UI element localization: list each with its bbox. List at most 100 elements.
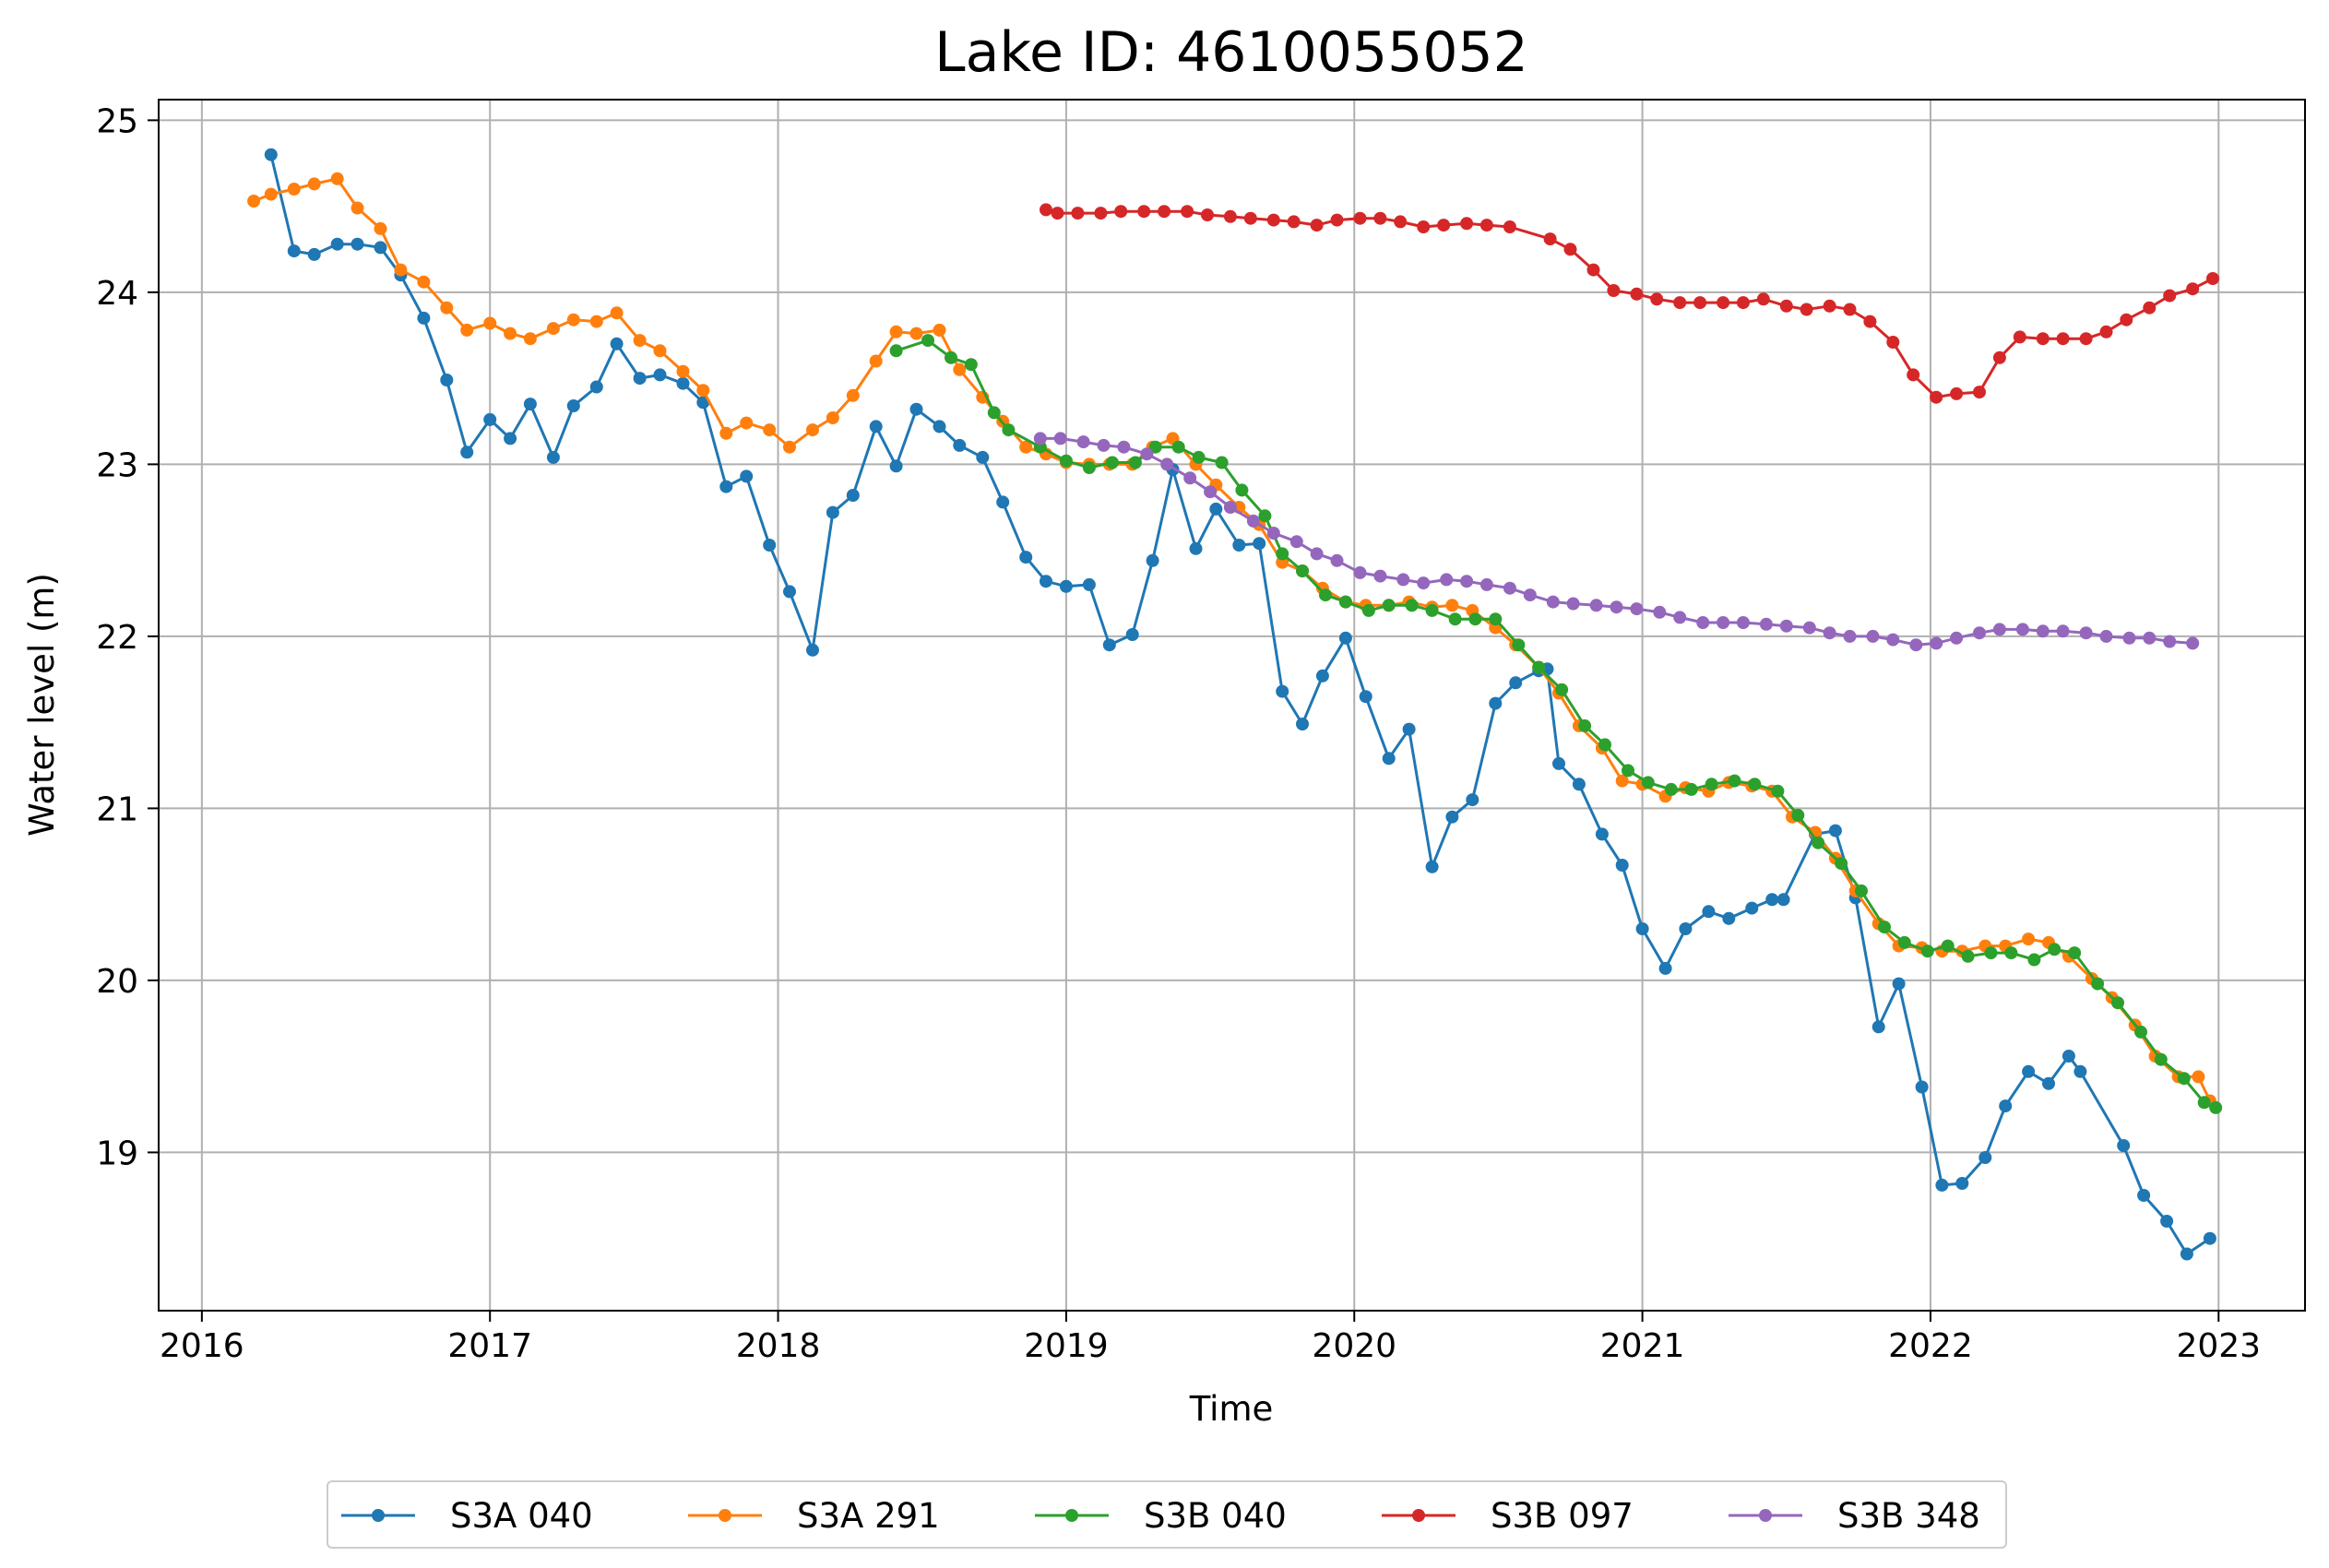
data-point: [1468, 612, 1482, 626]
data-point: [1586, 263, 1600, 277]
legend-marker: [719, 1509, 731, 1522]
data-point: [1076, 435, 1090, 449]
data-point: [1800, 303, 1813, 316]
data-point: [440, 374, 454, 386]
data-point: [1630, 287, 1644, 301]
grid-lines: [159, 100, 2305, 1311]
data-point: [1973, 626, 1986, 640]
data-point: [1543, 232, 1557, 246]
data-point: [1503, 581, 1516, 595]
x-tick-label: 2016: [160, 1327, 244, 1365]
data-point: [1310, 547, 1324, 561]
data-point: [1117, 440, 1131, 454]
data-point: [483, 316, 497, 330]
data-point: [1137, 205, 1151, 219]
data-point: [1394, 215, 1408, 229]
data-point: [483, 412, 497, 426]
chart-title: Lake ID: 4610055052: [934, 20, 1528, 85]
data-point: [1745, 901, 1759, 915]
data-point: [846, 388, 860, 402]
data-point: [264, 187, 278, 201]
data-point: [1417, 220, 1431, 233]
data-point: [1658, 961, 1672, 975]
data-point: [889, 344, 903, 358]
data-point: [1051, 207, 1064, 220]
data-point: [566, 313, 580, 327]
legend: S3A 040 S3A 291 S3B 040 S3B 097 S3B 348: [327, 1480, 2007, 1549]
data-point: [374, 241, 387, 255]
data-point: [1489, 696, 1503, 710]
data-point: [1555, 683, 1569, 696]
data-point: [1607, 284, 1621, 297]
data-point: [610, 337, 624, 350]
data-point: [440, 301, 454, 315]
data-point: [1843, 303, 1857, 316]
data-point: [1276, 684, 1289, 698]
data-point: [504, 432, 517, 445]
data-point: [2143, 301, 2157, 315]
series-s3b-040: [889, 334, 2223, 1114]
data-point: [1941, 939, 1955, 953]
data-point: [1373, 569, 1387, 583]
data-point: [1622, 764, 1634, 778]
data-point: [546, 450, 560, 464]
series-layer: [247, 148, 2223, 1261]
data-point: [1563, 243, 1577, 256]
data-point: [2015, 623, 2029, 636]
data-point: [1823, 299, 1836, 313]
data-point: [2004, 946, 2018, 960]
data-point: [2027, 953, 2041, 967]
data-point: [2099, 325, 2113, 339]
data-point: [1204, 485, 1218, 499]
data-point: [1756, 292, 1770, 306]
data-point: [1059, 454, 1073, 468]
data-point: [1201, 208, 1214, 221]
data-point: [1310, 219, 1324, 232]
data-point: [696, 384, 710, 398]
data-point: [1589, 599, 1603, 612]
data-point: [783, 440, 796, 454]
data-point: [1448, 612, 1462, 626]
data-point: [1373, 211, 1387, 225]
data-point: [2203, 1231, 2216, 1245]
data-point: [2111, 996, 2124, 1010]
data-point: [1296, 564, 1309, 577]
data-point: [1071, 207, 1085, 220]
data-point: [1930, 390, 1943, 404]
data-point: [287, 183, 301, 196]
data-point: [1595, 827, 1609, 841]
data-point: [1125, 628, 1139, 641]
data-point: [1673, 611, 1687, 624]
legend-item-s3b-097: S3B 097: [1382, 1496, 1634, 1536]
data-point: [1425, 860, 1439, 873]
data-point: [1338, 595, 1352, 609]
data-point: [1722, 911, 1736, 925]
data-point: [1503, 220, 1516, 233]
legend-marker: [1412, 1509, 1425, 1522]
data-point: [1736, 616, 1750, 629]
data-point: [1479, 577, 1493, 591]
data-point: [1892, 977, 1906, 991]
y-tick-label: 19: [96, 1134, 138, 1172]
legend-box: [327, 1480, 2007, 1549]
y-tick-label: 22: [96, 619, 138, 657]
data-point: [921, 334, 934, 348]
data-point: [504, 327, 517, 340]
data-point: [1232, 539, 1246, 552]
data-point: [2186, 636, 2200, 650]
data-point: [1736, 296, 1750, 310]
data-point: [2180, 1247, 2193, 1261]
data-point: [909, 327, 923, 340]
data-point: [247, 195, 261, 208]
data-point: [1097, 438, 1111, 452]
data-point: [1973, 386, 1986, 399]
data-point: [2117, 1139, 2131, 1152]
legend-label: S3B 097: [1491, 1496, 1634, 1536]
data-point: [1566, 597, 1580, 611]
data-point: [1445, 810, 1459, 824]
legend-label: S3A 040: [450, 1496, 593, 1536]
data-point: [1935, 1178, 1949, 1192]
data-point: [1693, 296, 1707, 310]
series-s3b-097: [1040, 203, 2219, 404]
